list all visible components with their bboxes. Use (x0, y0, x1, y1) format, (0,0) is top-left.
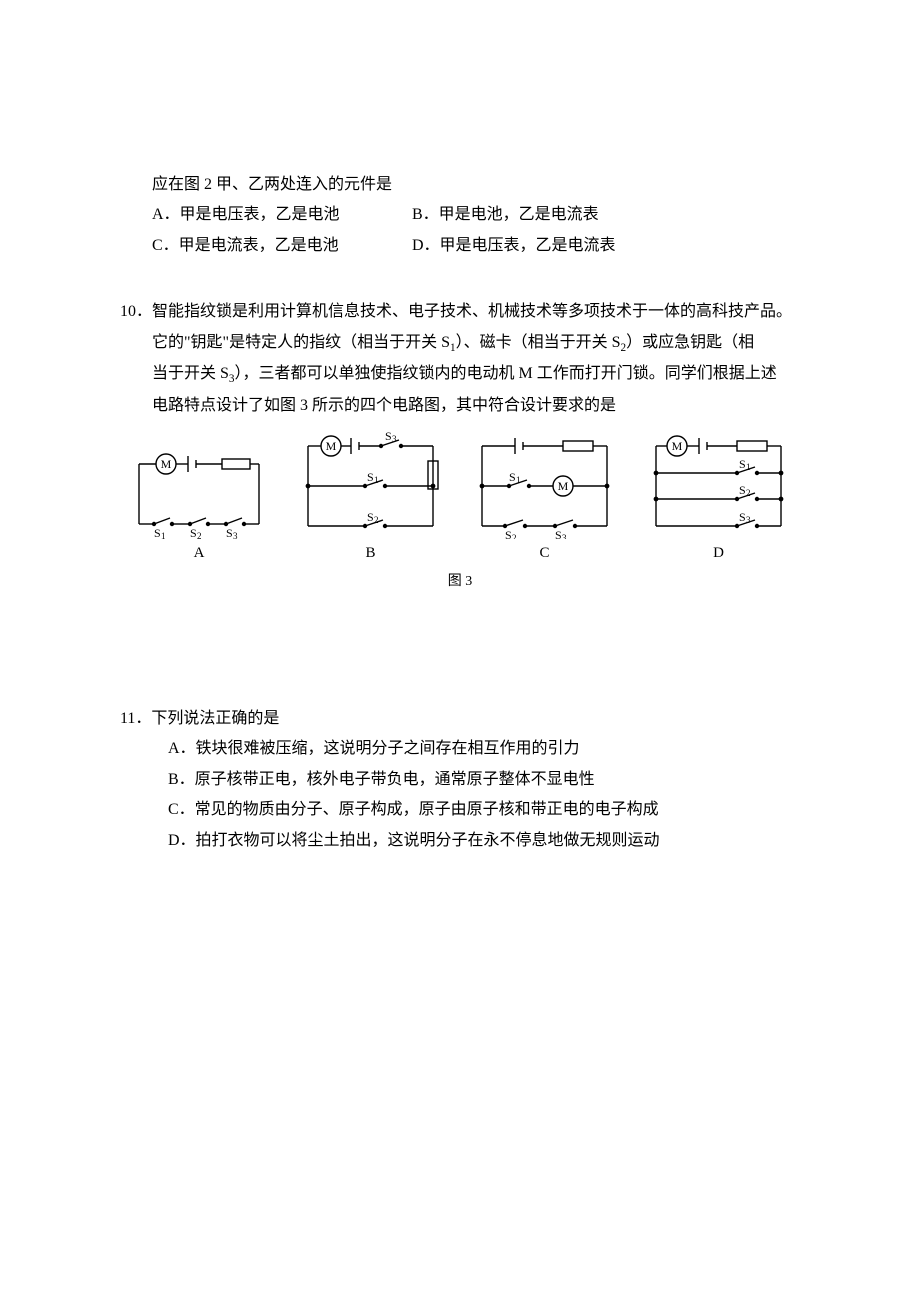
svg-text:S: S (509, 470, 516, 484)
q11-option-c: C．常见的物质由分子、原子构成，原子由原子核和带正电的电子构成 (168, 795, 800, 825)
svg-text:1: 1 (374, 475, 379, 485)
circuit-a-label: A (124, 539, 274, 568)
q9-options-row2: C．甲是电流表，乙是电池 D．甲是电压表，乙是电流表 (120, 231, 800, 261)
svg-text:S: S (367, 470, 374, 484)
svg-text:2: 2 (512, 533, 517, 539)
figure-3-caption: 图 3 (120, 569, 800, 596)
q11-stem: 11．下列说法正确的是 (120, 704, 800, 734)
q9-option-c: C．甲是电流表，乙是电池 (152, 231, 412, 261)
svg-text:S: S (367, 510, 374, 524)
svg-text:2: 2 (197, 531, 202, 539)
svg-text:S: S (739, 510, 746, 524)
q9-option-a: A．甲是电压表，乙是电池 (152, 200, 412, 230)
svg-text:M: M (672, 439, 683, 453)
circuit-a: M S1 S2 S3 A (124, 444, 274, 568)
figure-3: M S1 S2 S3 A (120, 431, 800, 568)
svg-text:1: 1 (746, 462, 751, 472)
q11: 11．下列说法正确的是 A．铁块很难被压缩，这说明分子之间存在相互作用的引力 B… (120, 704, 800, 856)
circuit-d-label: D (641, 539, 796, 568)
page: 应在图 2 甲、乙两处连入的元件是 A．甲是电压表，乙是电池 B．甲是电池，乙是… (0, 0, 920, 956)
svg-text:3: 3 (392, 434, 397, 444)
q9-line: 应在图 2 甲、乙两处连入的元件是 (120, 170, 800, 200)
svg-text:M: M (326, 439, 337, 453)
svg-text:S: S (154, 526, 161, 539)
circuit-c: M S1 S2 S3 C (467, 431, 622, 568)
q10-stem2: 它的"钥匙"是特定人的指纹（相当于开关 S1）、磁卡（相当于开关 S2）或应急钥… (120, 328, 800, 359)
q11-option-b: B．原子核带正电，核外电子带负电，通常原子整体不显电性 (168, 765, 800, 795)
svg-text:1: 1 (516, 475, 521, 485)
svg-text:S: S (739, 483, 746, 497)
svg-text:S: S (226, 526, 233, 539)
svg-text:M: M (558, 479, 569, 493)
svg-text:3: 3 (233, 531, 238, 539)
q9-option-d: D．甲是电压表，乙是电流表 (412, 231, 616, 261)
svg-text:2: 2 (374, 515, 379, 525)
svg-text:M: M (161, 457, 172, 471)
q11-option-a: A．铁块很难被压缩，这说明分子之间存在相互作用的引力 (168, 734, 800, 764)
circuit-b-label: B (293, 539, 448, 568)
svg-text:1: 1 (161, 531, 166, 539)
q11-option-d: D．拍打衣物可以将尘土拍出，这说明分子在永不停息地做无规则运动 (168, 826, 800, 856)
svg-text:S: S (739, 457, 746, 471)
q10-stem3: 当于开关 S3），三者都可以单独使指纹锁内的电动机 M 工作而打开门锁。同学们根… (120, 359, 800, 390)
svg-text:S: S (385, 431, 392, 443)
q10-stem4: 电路特点设计了如图 3 所示的四个电路图，其中符合设计要求的是 (120, 391, 800, 421)
circuit-c-label: C (467, 539, 622, 568)
q9-options-row1: A．甲是电压表，乙是电池 B．甲是电池，乙是电流表 (120, 200, 800, 230)
q10-stem1: 10．智能指纹锁是利用计算机信息技术、电子技术、机械技术等多项技术于一体的高科技… (120, 297, 800, 327)
svg-text:2: 2 (746, 488, 751, 498)
svg-text:3: 3 (562, 533, 567, 539)
svg-text:3: 3 (746, 515, 751, 525)
svg-text:S: S (555, 528, 562, 539)
circuit-b: M S3 S1 S2 B (293, 431, 448, 568)
q10: 10．智能指纹锁是利用计算机信息技术、电子技术、机械技术等多项技术于一体的高科技… (120, 297, 800, 596)
q9-option-b: B．甲是电池，乙是电流表 (412, 200, 599, 230)
svg-text:S: S (505, 528, 512, 539)
svg-text:S: S (190, 526, 197, 539)
circuit-d: M S1 S2 S3 D (641, 431, 796, 568)
